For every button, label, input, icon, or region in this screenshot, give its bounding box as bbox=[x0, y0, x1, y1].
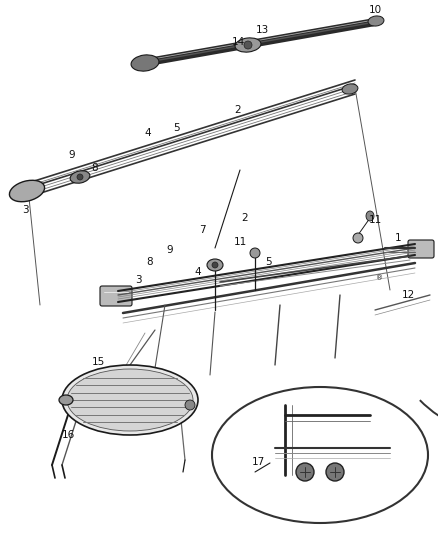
Ellipse shape bbox=[67, 369, 193, 431]
Ellipse shape bbox=[70, 171, 90, 183]
Ellipse shape bbox=[10, 180, 45, 201]
Text: 17: 17 bbox=[251, 457, 265, 467]
Text: 12: 12 bbox=[401, 290, 415, 300]
Text: 11: 11 bbox=[368, 215, 381, 225]
Ellipse shape bbox=[185, 400, 195, 410]
Ellipse shape bbox=[244, 41, 252, 49]
Text: 14: 14 bbox=[231, 37, 245, 47]
Ellipse shape bbox=[250, 248, 260, 258]
Ellipse shape bbox=[366, 211, 374, 221]
FancyBboxPatch shape bbox=[408, 240, 434, 258]
Text: 7: 7 bbox=[199, 225, 205, 235]
Ellipse shape bbox=[342, 84, 358, 94]
Ellipse shape bbox=[212, 262, 218, 268]
Ellipse shape bbox=[212, 387, 428, 523]
Text: 4: 4 bbox=[145, 128, 151, 138]
Text: 11: 11 bbox=[233, 237, 247, 247]
Text: 1: 1 bbox=[395, 233, 401, 243]
Ellipse shape bbox=[353, 233, 363, 243]
Text: 3: 3 bbox=[135, 275, 141, 285]
Ellipse shape bbox=[235, 38, 261, 52]
Text: 5: 5 bbox=[174, 123, 180, 133]
Ellipse shape bbox=[207, 259, 223, 271]
Text: 8: 8 bbox=[92, 163, 98, 173]
Text: 3: 3 bbox=[22, 205, 28, 215]
Text: 4: 4 bbox=[194, 267, 201, 277]
Text: 10: 10 bbox=[368, 5, 381, 15]
Text: ®: ® bbox=[376, 275, 384, 281]
Text: 2: 2 bbox=[242, 213, 248, 223]
Text: 16: 16 bbox=[61, 430, 74, 440]
FancyBboxPatch shape bbox=[100, 286, 132, 306]
Ellipse shape bbox=[77, 174, 83, 180]
Text: 2: 2 bbox=[235, 105, 241, 115]
Ellipse shape bbox=[368, 16, 384, 26]
Ellipse shape bbox=[326, 463, 344, 481]
Text: 5: 5 bbox=[265, 257, 271, 267]
Text: 8: 8 bbox=[147, 257, 153, 267]
Ellipse shape bbox=[131, 55, 159, 71]
Text: 13: 13 bbox=[255, 25, 268, 35]
Ellipse shape bbox=[296, 463, 314, 481]
Text: 15: 15 bbox=[92, 357, 105, 367]
Ellipse shape bbox=[62, 365, 198, 435]
Ellipse shape bbox=[59, 395, 73, 405]
Text: 9: 9 bbox=[69, 150, 75, 160]
Text: 9: 9 bbox=[167, 245, 173, 255]
